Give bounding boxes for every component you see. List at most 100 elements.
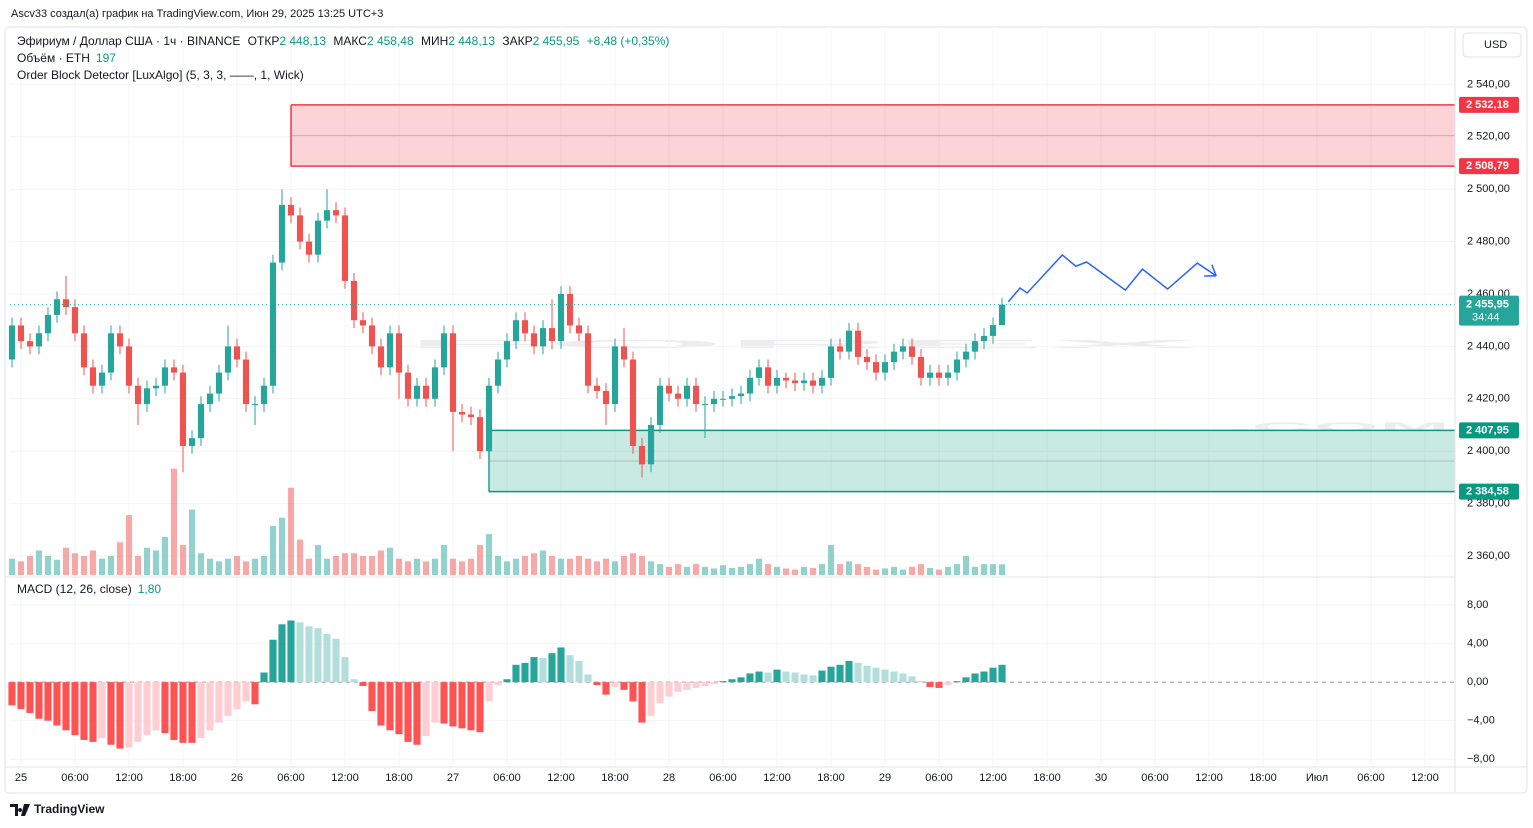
candle-body <box>512 320 520 342</box>
brand-name: TradingView <box>34 802 105 816</box>
candle-body <box>674 393 682 399</box>
candle-body <box>287 204 295 216</box>
candle-body <box>215 372 223 394</box>
candle-body <box>494 359 502 386</box>
candle-body <box>683 385 691 399</box>
macd-bar <box>413 682 421 745</box>
macd-bar <box>287 620 295 683</box>
candle-body <box>269 262 277 386</box>
candle-body <box>350 280 358 321</box>
candle-body <box>116 333 124 347</box>
x-tick-label: 27 <box>447 772 459 784</box>
macd-bar <box>368 682 376 712</box>
volume-bar <box>215 561 223 575</box>
volume-bar <box>89 550 97 575</box>
x-tick-label: 12:00 <box>331 772 359 784</box>
chart-frame <box>4 26 1528 794</box>
volume-bar <box>377 550 385 575</box>
volume-bar <box>143 547 151 575</box>
macd-bar <box>593 682 601 686</box>
macd-bar <box>629 682 637 702</box>
volume-bar <box>350 553 358 575</box>
volume-bar <box>809 567 817 575</box>
volume-bar <box>503 561 511 575</box>
volume-bar <box>485 534 493 575</box>
x-tick-label: 18:00 <box>601 772 629 784</box>
y-tick-label: 2 400,00 <box>1467 445 1510 457</box>
x-tick-label: 26 <box>231 772 243 784</box>
symbol: Эфириум / Доллар США · 1ч · BINANCE <box>17 34 240 48</box>
candle-body <box>332 210 340 216</box>
candle-body <box>386 333 394 368</box>
macd-bar <box>503 679 511 683</box>
y-tick-label: 2 480,00 <box>1467 236 1510 248</box>
field-label: МАКС <box>333 34 367 48</box>
x-tick-label: 06:00 <box>1357 772 1385 784</box>
volume-bar <box>125 515 133 575</box>
macd-bar <box>683 682 691 690</box>
macd-bar <box>26 682 34 713</box>
candle-body <box>359 320 367 326</box>
macd-bar <box>296 622 304 683</box>
brand-logo <box>10 804 30 816</box>
countdown: 34:44 <box>1472 312 1500 324</box>
candle-body <box>314 220 322 255</box>
x-tick-label: 25 <box>15 772 27 784</box>
volume-bar <box>260 555 268 575</box>
macd-bar <box>17 682 25 710</box>
candle-body <box>341 215 349 281</box>
candle-body <box>926 372 934 378</box>
volume-bar <box>116 542 124 575</box>
last-price-tag <box>1459 295 1519 326</box>
macd-bar <box>782 671 790 683</box>
volume-bar <box>134 555 142 575</box>
candle-body <box>836 346 844 352</box>
x-tick-label: 12:00 <box>763 772 791 784</box>
macd-bar <box>431 682 439 723</box>
candle-body <box>143 388 151 405</box>
macd-bar <box>665 682 673 697</box>
candle-body <box>17 325 25 342</box>
candle-body <box>692 385 700 405</box>
macd-bar <box>341 657 349 683</box>
volume-bar <box>197 553 205 575</box>
candle-body <box>566 293 574 326</box>
field-label: МИН <box>421 34 448 48</box>
volume-bar <box>683 566 691 575</box>
macd-bar <box>791 672 799 683</box>
candle-body <box>521 320 529 334</box>
x-tick-label: 28 <box>663 772 675 784</box>
candle-body <box>584 333 592 386</box>
macd-bar <box>152 682 160 731</box>
x-tick-label: 06:00 <box>925 772 953 784</box>
x-tick-label: 12:00 <box>547 772 575 784</box>
x-tick-label: 30 <box>1095 772 1107 784</box>
macd-bar <box>602 682 610 695</box>
x-tick-label: 06:00 <box>709 772 737 784</box>
volume-bar <box>278 517 286 575</box>
candle-body <box>134 385 142 405</box>
candle-body <box>233 346 241 360</box>
volume-bar <box>269 525 277 575</box>
candle-body <box>530 333 538 347</box>
volume-bar <box>629 553 637 575</box>
x-tick-label: 18:00 <box>817 772 845 784</box>
macd-bar <box>881 669 889 683</box>
volume-bar <box>80 555 88 575</box>
volume-bar <box>647 561 655 575</box>
currency-button[interactable] <box>1462 32 1522 58</box>
y-tick-label: 4,00 <box>1467 638 1488 650</box>
candle-body <box>170 367 178 373</box>
volume-bar <box>467 558 475 575</box>
candle-body <box>638 445 646 465</box>
candle-body <box>296 215 304 242</box>
macd-bar <box>422 682 430 737</box>
macd-bar <box>818 670 826 683</box>
volume-bar <box>791 569 799 575</box>
field-value: 2 448,13 <box>448 34 495 48</box>
candle-body <box>278 204 286 263</box>
volume-bar <box>332 555 340 575</box>
macd-bar <box>827 666 835 683</box>
volume-bar <box>827 545 835 575</box>
